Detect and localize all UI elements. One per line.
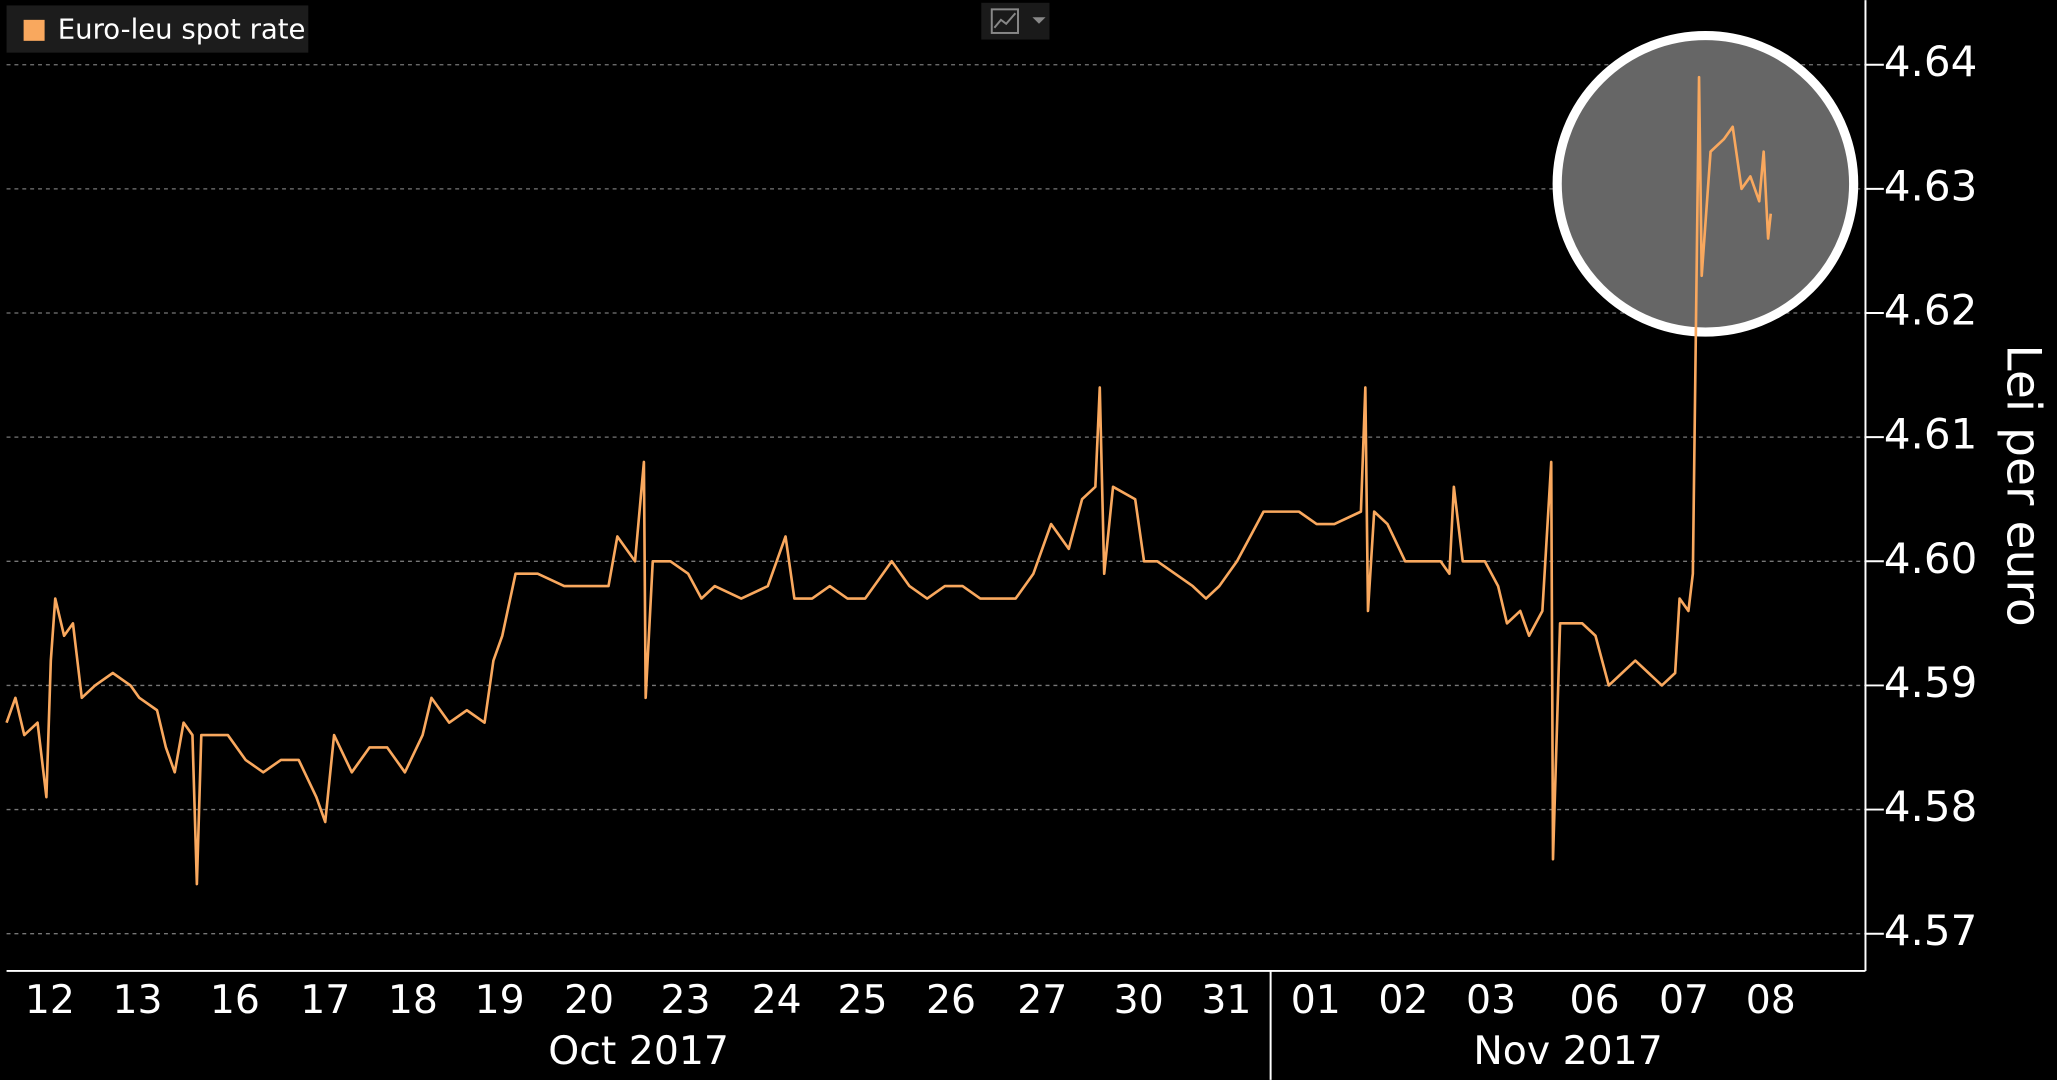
button-arrow xyxy=(1032,17,1046,24)
x-tick-label: 18 xyxy=(388,977,438,1023)
y-tick-label: 4.62 xyxy=(1884,286,1977,335)
y-tick-label: 4.64 xyxy=(1884,37,1977,86)
legend-label: Euro-leu spot rate xyxy=(58,13,306,45)
y-tick-label: 4.63 xyxy=(1884,161,1977,210)
highlight-circle xyxy=(1552,30,1859,337)
y-tick-label: 4.61 xyxy=(1884,410,1977,459)
series-line xyxy=(5,75,1773,886)
x-tick-label: 19 xyxy=(475,977,525,1023)
x-tick-label: 31 xyxy=(1201,977,1251,1023)
x-tick-label: 24 xyxy=(752,977,802,1023)
x-tick-label: 02 xyxy=(1378,977,1428,1023)
x-tick-label: 17 xyxy=(300,977,350,1023)
x-tick-label: 12 xyxy=(25,977,75,1023)
y-axis-title: Lei per euro xyxy=(1995,344,2050,626)
y-tick-label: 4.57 xyxy=(1884,906,1977,955)
legend-swatch xyxy=(23,19,45,41)
chart-type-button[interactable] xyxy=(981,2,1050,40)
x-tick-label: 20 xyxy=(564,977,614,1023)
button-icon xyxy=(990,8,1019,34)
x-tick-label: 16 xyxy=(210,977,260,1023)
x-tick-label: 13 xyxy=(113,977,163,1023)
x-tick-label: 07 xyxy=(1659,977,1709,1023)
x-group-label: Nov 2017 xyxy=(1473,1028,1662,1074)
y-tick-label: 4.58 xyxy=(1884,782,1977,831)
x-tick-label: 03 xyxy=(1466,977,1516,1023)
button-icon xyxy=(993,12,1017,29)
x-tick-label: 06 xyxy=(1570,977,1620,1023)
y-tick-label: 4.59 xyxy=(1884,658,1977,707)
legend-bg xyxy=(6,5,309,53)
x-tick-label: 25 xyxy=(838,977,888,1023)
x-tick-label: 08 xyxy=(1746,977,1796,1023)
x-tick-label: 23 xyxy=(660,977,710,1023)
y-tick-label: 4.60 xyxy=(1884,534,1977,583)
x-tick-label: 27 xyxy=(1017,977,1067,1023)
x-group-label: Oct 2017 xyxy=(548,1028,729,1074)
x-tick-label: 30 xyxy=(1114,977,1164,1023)
x-tick-label: 01 xyxy=(1291,977,1341,1023)
x-tick-label: 26 xyxy=(926,977,976,1023)
